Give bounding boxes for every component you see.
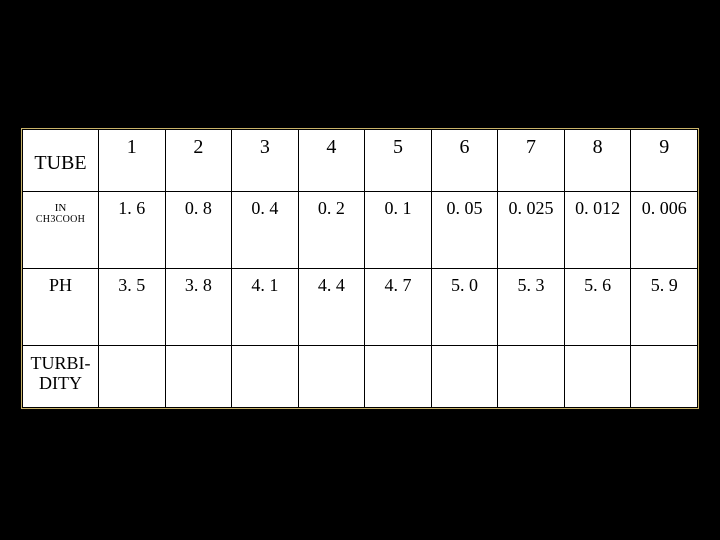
cell-turbidity-1 — [99, 346, 166, 408]
cell-ph-3: 4. 1 — [232, 269, 299, 346]
cell-ch3cooh-3: 0. 4 — [232, 192, 299, 269]
cell-tube-5: 5 — [365, 130, 432, 192]
cell-turbidity-2 — [165, 346, 232, 408]
row-label-ph: PH — [23, 269, 99, 346]
cell-turbidity-6 — [431, 346, 498, 408]
cell-tube-3: 3 — [232, 130, 299, 192]
cell-ch3cooh-9: 0. 006 — [631, 192, 698, 269]
cell-ph-5: 4. 7 — [365, 269, 432, 346]
cell-ph-2: 3. 8 — [165, 269, 232, 346]
row-label-ch3cooh: IN CH3COOH — [23, 192, 99, 269]
cell-turbidity-4 — [298, 346, 365, 408]
table-row: TUBE 1 2 3 4 5 6 7 8 9 — [23, 130, 698, 192]
cell-turbidity-8 — [564, 346, 631, 408]
cell-ch3cooh-4: 0. 2 — [298, 192, 365, 269]
cell-ph-1: 3. 5 — [99, 269, 166, 346]
row-label-ch3cooh-line1: IN — [25, 202, 96, 214]
cell-turbidity-7 — [498, 346, 565, 408]
row-label-ch3cooh-line2: CH3COOH — [25, 214, 96, 225]
cell-tube-6: 6 — [431, 130, 498, 192]
cell-turbidity-5 — [365, 346, 432, 408]
table-row: IN CH3COOH 1. 6 0. 8 0. 4 0. 2 0. 1 0. 0… — [23, 192, 698, 269]
data-table-container: TUBE 1 2 3 4 5 6 7 8 9 IN CH3COOH 1. 6 0… — [21, 128, 699, 409]
cell-tube-1: 1 — [99, 130, 166, 192]
cell-ph-4: 4. 4 — [298, 269, 365, 346]
row-label-turbidity-line1: TURBI- — [31, 353, 91, 373]
cell-turbidity-3 — [232, 346, 299, 408]
cell-tube-4: 4 — [298, 130, 365, 192]
cell-ch3cooh-6: 0. 05 — [431, 192, 498, 269]
cell-ph-6: 5. 0 — [431, 269, 498, 346]
cell-tube-7: 7 — [498, 130, 565, 192]
cell-ch3cooh-5: 0. 1 — [365, 192, 432, 269]
table-row: PH 3. 5 3. 8 4. 1 4. 4 4. 7 5. 0 5. 3 5.… — [23, 269, 698, 346]
cell-ph-7: 5. 3 — [498, 269, 565, 346]
row-label-turbidity-line2: DITY — [39, 373, 82, 393]
cell-ch3cooh-8: 0. 012 — [564, 192, 631, 269]
cell-ch3cooh-2: 0. 8 — [165, 192, 232, 269]
cell-turbidity-9 — [631, 346, 698, 408]
cell-tube-2: 2 — [165, 130, 232, 192]
cell-ph-9: 5. 9 — [631, 269, 698, 346]
row-label-tube: TUBE — [23, 130, 99, 192]
cell-tube-9: 9 — [631, 130, 698, 192]
row-label-turbidity: TURBI- DITY — [23, 346, 99, 408]
cell-ph-8: 5. 6 — [564, 269, 631, 346]
cell-ch3cooh-7: 0. 025 — [498, 192, 565, 269]
cell-ch3cooh-1: 1. 6 — [99, 192, 166, 269]
table-row: TURBI- DITY — [23, 346, 698, 408]
data-table: TUBE 1 2 3 4 5 6 7 8 9 IN CH3COOH 1. 6 0… — [22, 129, 698, 408]
cell-tube-8: 8 — [564, 130, 631, 192]
